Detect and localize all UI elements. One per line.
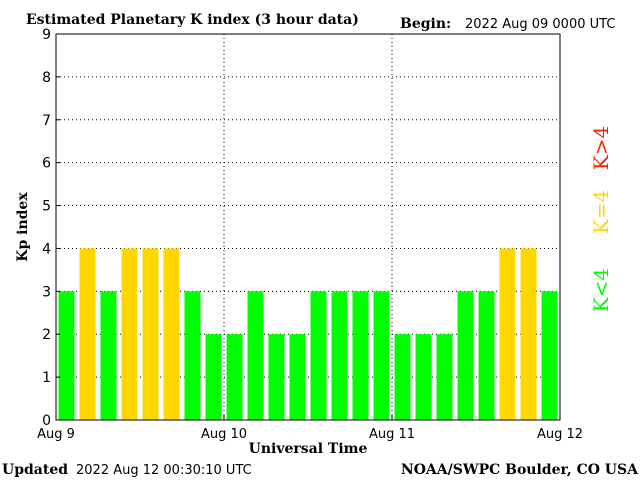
y-tick-label-2: 2 [42, 327, 51, 343]
updated-value: 2022 Aug 12 00:30:10 UTC [76, 463, 252, 478]
y-tick-label-9: 9 [42, 27, 51, 43]
y-tick-label-3: 3 [42, 284, 51, 300]
kp-bar-13 [310, 291, 327, 420]
plot-frame [55, 33, 561, 421]
y-tick-label-6: 6 [42, 156, 51, 172]
kp-bar-21 [478, 291, 495, 420]
kp-bar-14 [331, 291, 348, 420]
x-tick-labels: Aug 9 Aug 10 Aug 11 Aug 12 [37, 414, 583, 442]
kp-bar-15 [352, 291, 369, 420]
gridlines [56, 34, 560, 420]
y-tick-labels: 0 1 2 3 4 5 6 7 8 9 [42, 27, 60, 429]
y-tick-label-8: 8 [42, 70, 51, 86]
kp-bar-17 [394, 334, 411, 420]
x-tick-label-1: Aug 10 [201, 427, 247, 442]
begin-label: Begin: [400, 16, 451, 32]
kp-bar-12 [289, 334, 306, 420]
updated-label: Updated [2, 462, 68, 478]
x-tick-label-3: Aug 12 [537, 427, 583, 442]
kp-bar-24 [541, 291, 558, 420]
kp-bar-7 [184, 291, 201, 420]
kp-bar-2 [79, 248, 96, 420]
begin-value: 2022 Aug 09 0000 UTC [465, 17, 615, 32]
x-axis-label: Universal Time [249, 441, 368, 457]
chart-title: Estimated Planetary K index (3 hour data… [26, 12, 359, 28]
kp-bar-19 [436, 334, 453, 420]
y-tick-label-0: 0 [42, 413, 51, 429]
y-tick-label-4: 4 [42, 241, 51, 257]
kp-bar-22 [499, 248, 516, 420]
source-credit: NOAA/SWPC Boulder, CO USA [401, 462, 639, 478]
kp-bar-11 [268, 334, 285, 420]
kp-bar-16 [373, 291, 390, 420]
bars-group [58, 248, 558, 420]
kp-bar-1 [58, 291, 75, 420]
kp-bar-6 [163, 248, 180, 420]
kp-bar-5 [142, 248, 159, 420]
kp-bar-3 [100, 291, 117, 420]
kp-bar-23 [520, 248, 537, 420]
x-tick-label-0: Aug 9 [37, 427, 75, 442]
legend-k-equal-4: K=4 [589, 190, 613, 234]
legend-k-less-4: K<4 [589, 268, 613, 312]
legend-k-greater-4: K>4 [589, 126, 613, 170]
kp-bar-9 [226, 334, 243, 420]
kp-bar-8 [205, 334, 222, 420]
kp-bar-18 [415, 334, 432, 420]
y-tick-label-1: 1 [42, 370, 51, 386]
kp-bar-4 [121, 248, 138, 420]
kp-bar-10 [247, 291, 264, 420]
y-axis-label: Kp index [15, 192, 31, 262]
y-tick-label-5: 5 [42, 199, 51, 215]
kp-bar-20 [457, 291, 474, 420]
y-tick-label-7: 7 [42, 113, 51, 129]
x-tick-label-2: Aug 11 [369, 427, 415, 442]
